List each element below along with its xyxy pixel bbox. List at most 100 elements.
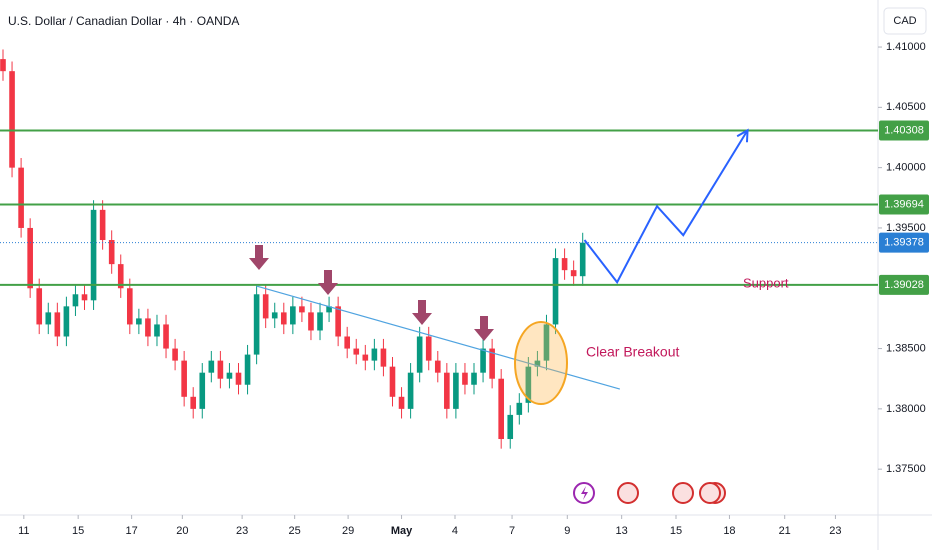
candle-body <box>136 318 142 325</box>
currency-button[interactable] <box>883 7 927 35</box>
candle-body <box>253 294 260 355</box>
x-tick-label: 11 <box>18 525 29 537</box>
candle-body <box>262 294 269 319</box>
candle-body <box>81 294 88 301</box>
y-tick-label: 1.40000 <box>886 162 926 174</box>
event-icon[interactable] <box>617 482 639 504</box>
candle-body <box>235 372 242 385</box>
candle-body <box>99 209 106 241</box>
arrows <box>249 245 494 341</box>
candles <box>0 49 586 449</box>
candle-body <box>126 288 133 325</box>
x-tick-label: 7 <box>509 525 515 537</box>
currency-label[interactable]: CAD <box>893 15 916 27</box>
candle-body <box>335 306 341 337</box>
x-tick-label: 13 <box>616 525 628 537</box>
candle-body <box>244 354 251 385</box>
candle-body <box>416 336 423 373</box>
candle-body <box>190 396 197 409</box>
candle-body <box>407 372 414 409</box>
candle-body <box>208 360 215 373</box>
level-label: 1.39028 <box>884 279 924 291</box>
trendline <box>256 285 621 390</box>
candle-body <box>0 59 6 72</box>
x-tick-label: 4 <box>452 525 458 537</box>
level-label: 1.39694 <box>884 198 924 210</box>
candle-body <box>199 372 206 409</box>
x-tick-label: 23 <box>236 525 248 537</box>
level-label-box <box>879 274 929 295</box>
event-icon-glyph <box>581 486 588 500</box>
candle-body <box>344 336 351 349</box>
x-tick-label: 9 <box>564 525 570 537</box>
candle-body <box>172 348 178 361</box>
x-tick-label: 23 <box>829 525 841 537</box>
candle-body <box>389 366 396 397</box>
candle-body <box>380 348 387 367</box>
y-tick-label: 1.39500 <box>886 222 926 234</box>
candle-body <box>18 167 24 228</box>
candle-body <box>498 378 504 440</box>
candle-body <box>117 264 124 289</box>
candle-body <box>63 306 70 337</box>
candle-body <box>480 348 486 373</box>
candle-body <box>570 270 577 277</box>
y-tick-label: 1.37500 <box>886 463 926 475</box>
breakout-label: Clear Breakout <box>586 344 679 360</box>
candle-body <box>462 372 468 385</box>
candle-body <box>561 258 568 271</box>
y-tick-label: 1.38500 <box>886 342 926 354</box>
x-tick-label: 20 <box>176 525 188 537</box>
candle-body <box>299 306 305 313</box>
event-icon[interactable] <box>699 482 721 504</box>
level-label-box <box>879 194 929 215</box>
candle-body <box>27 227 33 289</box>
candle-body <box>154 324 160 337</box>
candle-body <box>579 242 586 277</box>
x-tick-label: May <box>391 525 413 537</box>
candle-body <box>36 288 43 325</box>
candle-body <box>444 372 450 409</box>
y-tick-label: 1.38000 <box>886 403 926 415</box>
chart-title: U.S. Dollar / Canadian Dollar · 4h · OAN… <box>8 14 239 28</box>
y-tick-label: 1.41000 <box>886 41 926 53</box>
candle-body <box>534 360 541 367</box>
down-arrow <box>249 245 269 270</box>
candle-body <box>552 258 559 325</box>
event-icons <box>573 482 726 504</box>
x-tick-label: 21 <box>779 525 791 537</box>
candle-body <box>181 360 187 397</box>
candle-body <box>362 354 369 361</box>
candle-body <box>226 372 233 379</box>
candle-body <box>516 402 523 415</box>
last-price-box <box>879 232 929 253</box>
candle-body <box>543 324 550 361</box>
x-tick-label: 15 <box>72 525 84 537</box>
candle-body <box>72 294 79 307</box>
candle-body <box>326 306 332 313</box>
candle-body <box>271 312 278 319</box>
candle-body <box>54 312 61 337</box>
projection-path <box>583 129 749 285</box>
candle-body <box>280 312 287 325</box>
last-price-label: 1.39378 <box>884 237 924 249</box>
candle-body <box>353 348 360 355</box>
candle-body <box>9 71 15 168</box>
candle-body <box>453 372 459 409</box>
level-label-box <box>879 120 929 141</box>
down-arrow <box>474 316 494 341</box>
x-tick-label: 15 <box>670 525 682 537</box>
candle-body <box>489 348 495 379</box>
projection-arrowhead <box>736 128 749 143</box>
event-icon[interactable] <box>672 482 694 504</box>
level-label: 1.40308 <box>884 124 924 136</box>
candle-body <box>90 209 97 301</box>
candle-body <box>398 396 405 409</box>
candle-body <box>145 318 151 337</box>
y-tick-label: 1.40500 <box>886 101 926 113</box>
candle-body <box>425 336 432 361</box>
candle-body <box>290 306 296 325</box>
candle-body <box>163 324 169 349</box>
